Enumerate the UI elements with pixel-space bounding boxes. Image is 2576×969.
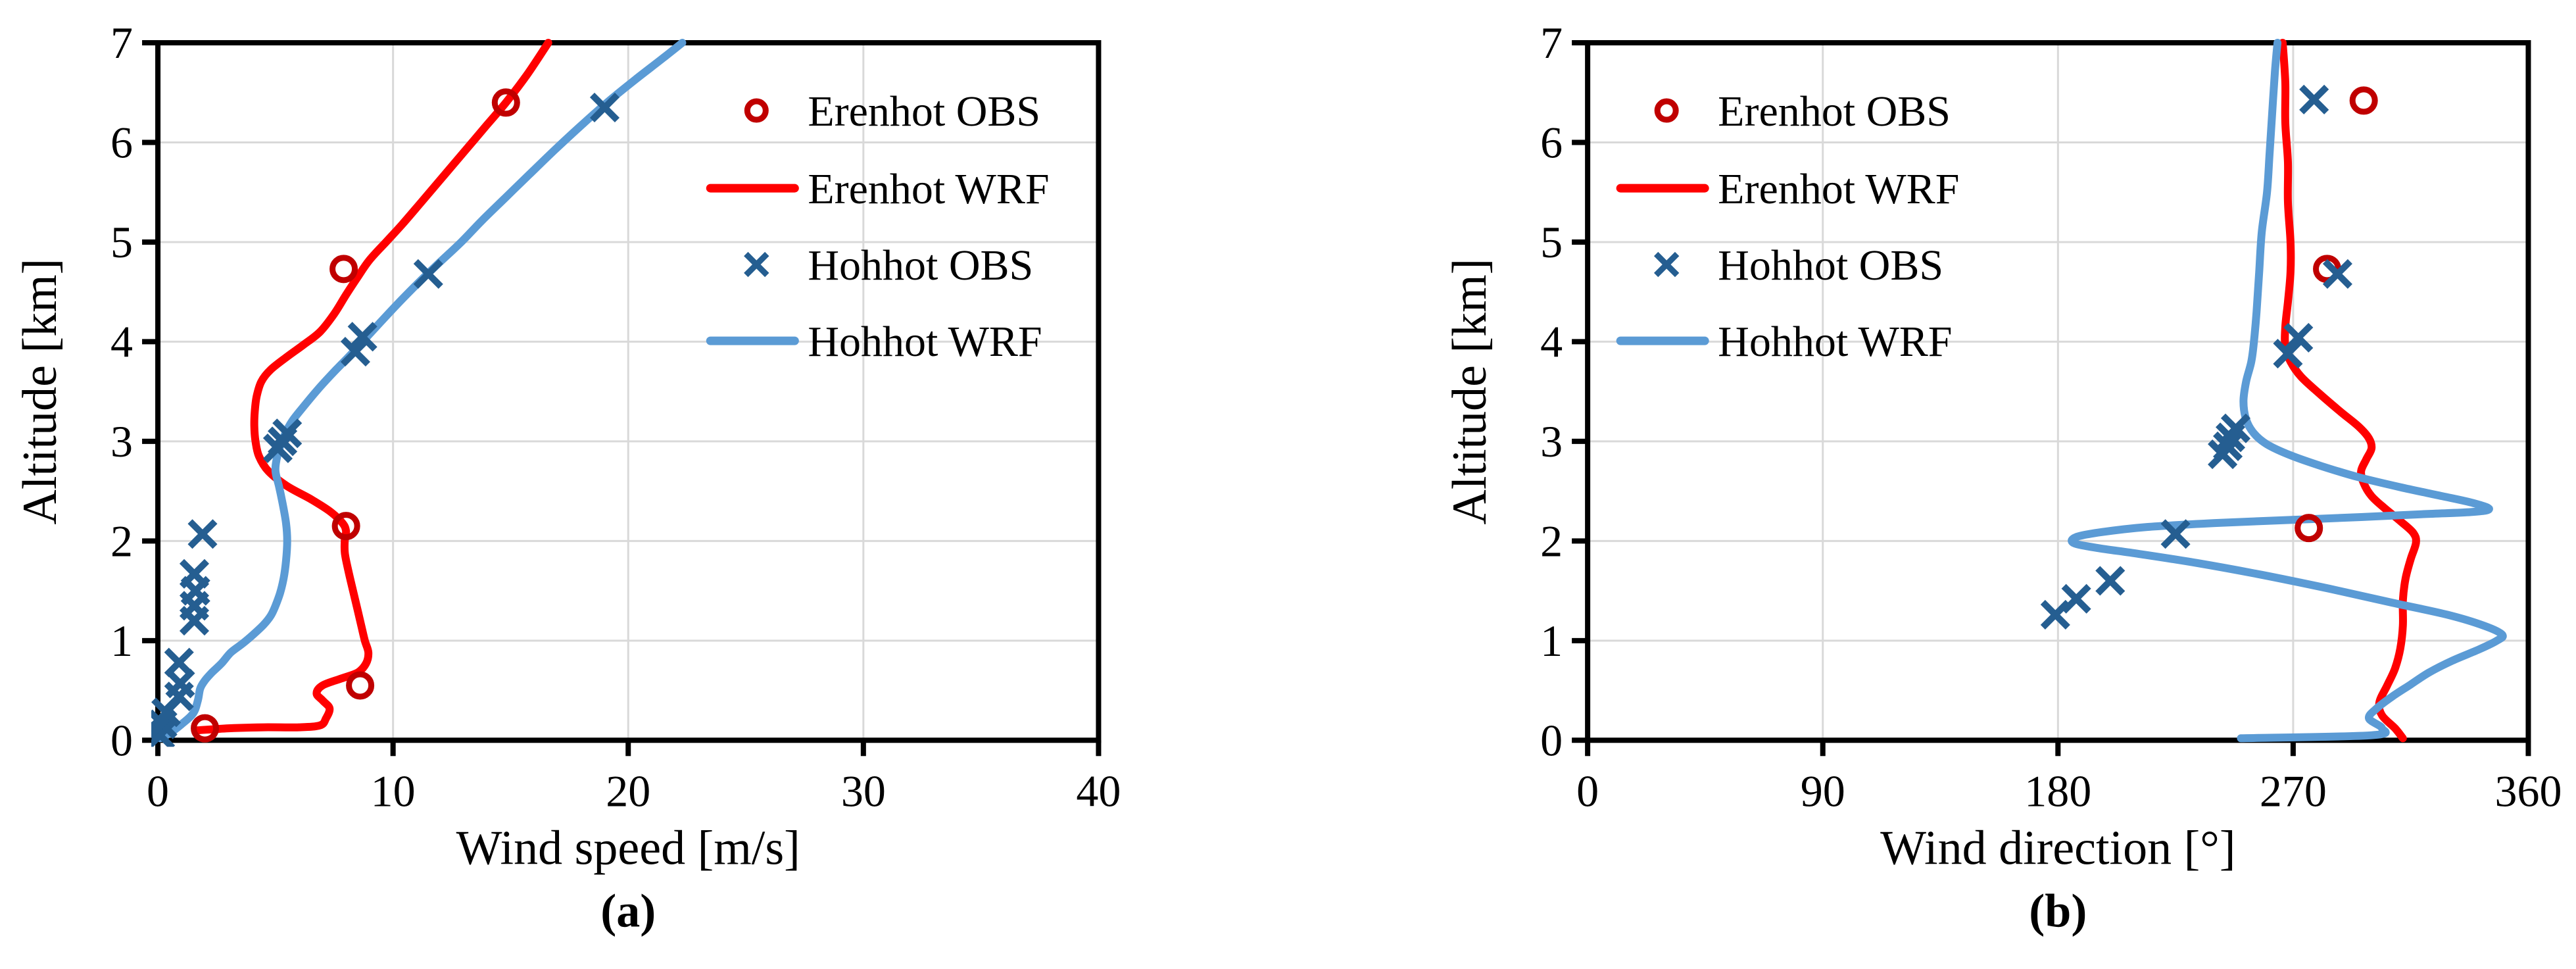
series-hohhot-obs-markers (151, 92, 620, 747)
hohhot-obs-legend-x-icon (1653, 251, 1679, 278)
x-tick-label: 0 (1576, 766, 1599, 816)
hohhot-obs-legend-x-icon (744, 251, 769, 278)
series-erenhot-wrf-line (2278, 39, 2420, 743)
y-axis-label: Altitude [km] (1443, 259, 1497, 525)
erenhot-obs-legend-circle-icon (1654, 98, 1679, 123)
hohhot-obs-marker (2283, 322, 2313, 353)
legend-item-hohhot-obs: Hohhot OBS (744, 241, 1033, 289)
series-layer (2040, 39, 2507, 743)
hohhot-obs-marker (2095, 566, 2125, 596)
y-tick-label: 3 (1540, 416, 1563, 466)
legend-item-hohhot-obs: Hohhot OBS (1653, 241, 1943, 289)
hohhot-obs-marker (2212, 431, 2243, 461)
x-axis-label: Wind direction [°] (1880, 821, 2235, 875)
legend-label: Hohhot WRF (808, 318, 1042, 366)
x-tick-label: 10 (371, 766, 416, 816)
series-hohhot-obs-markers (2040, 84, 2352, 630)
y-tick-label: 2 (110, 516, 133, 566)
hohhot-obs-marker (2298, 84, 2329, 114)
x-axis-label: Wind speed [m/s] (456, 821, 800, 875)
y-tick-label: 2 (1540, 516, 1563, 566)
hohhot-obs-marker (272, 418, 303, 449)
axes (1571, 40, 2531, 757)
series-layer (151, 39, 687, 747)
hohhot-obs-marker (187, 519, 218, 549)
gridlines (158, 43, 1099, 741)
legend-item-erenhot-wrf: Erenhot WRF (706, 165, 1050, 213)
erenhot-obs-legend-circle-icon (744, 98, 769, 123)
panel-wind-speed: 0 10 20 30 40 0 1 2 3 4 5 6 7 Wind speed [m/s] Altitud… (13, 18, 1121, 937)
erenhot-obs-marker (329, 255, 358, 284)
x-tick-label: 180 (2024, 766, 2091, 816)
legend: Erenhot OBS Erenhot WRF Hohhot OBS Hohhot W… (706, 87, 1050, 366)
erenhot-obs-marker (331, 512, 360, 541)
y-tick-label: 6 (110, 117, 133, 167)
legend-label: Hohhot OBS (1718, 241, 1943, 289)
panel-caption: (a) (600, 884, 656, 937)
hohhot-obs-marker (2272, 339, 2302, 369)
y-tick-label: 0 (110, 715, 133, 765)
hohhot-obs-marker (347, 322, 377, 352)
y-tick-label: 4 (110, 316, 133, 366)
y-tick-label: 7 (110, 18, 133, 68)
hohhot-obs-marker (340, 337, 370, 367)
x-tick-label: 40 (1076, 766, 1121, 816)
y-tick-label: 6 (1540, 117, 1563, 167)
x-tick-label: 0 (147, 766, 169, 816)
y-tick-label: 5 (1540, 217, 1563, 267)
y-tick-label: 1 (1540, 616, 1563, 666)
panel-wind-direction: 0 90 180 270 360 0 1 2 3 4 5 6 7 Wind direction [°] Al… (1288, 0, 2576, 969)
hohhot-obs-marker (2160, 519, 2191, 549)
legend: Erenhot OBS Erenhot WRF Hohhot OBS Hohhot W… (1616, 87, 1959, 366)
series-erenhot-wrf-line (193, 39, 552, 735)
tick-labels: 0 10 20 30 40 0 1 2 3 4 5 6 7 (110, 18, 1121, 816)
hohhot-obs-marker (413, 259, 443, 289)
legend-label: Hohhot OBS (808, 241, 1033, 289)
y-tick-label: 5 (110, 217, 133, 267)
series-erenhot-obs-markers (191, 88, 520, 743)
wind-direction-chart: 0 90 180 270 360 0 1 2 3 4 5 6 7 Wind direction [°] Al… (1443, 18, 2562, 937)
gridlines (1587, 43, 2528, 741)
x-tick-label: 30 (841, 766, 886, 816)
legend-label: Erenhot WRF (1718, 165, 1959, 213)
x-tick-label: 360 (2494, 766, 2562, 816)
legend-item-erenhot-obs: Erenhot OBS (744, 87, 1040, 136)
hohhot-obs-marker (2040, 599, 2070, 630)
legend-item-hohhot-wrf: Hohhot WRF (1616, 318, 1952, 366)
hohhot-obs-marker (179, 559, 210, 589)
erenhot-obs-marker (191, 714, 220, 743)
series-hohhot-wrf-line (2067, 39, 2507, 743)
x-tick-label: 20 (606, 766, 650, 816)
y-tick-label: 7 (1540, 18, 1563, 68)
legend-item-erenhot-obs: Erenhot OBS (1654, 87, 1951, 136)
y-tick-label: 3 (110, 416, 133, 466)
legend-item-erenhot-wrf: Erenhot WRF (1616, 165, 1959, 213)
legend-label: Hohhot WRF (1718, 318, 1952, 366)
x-tick-label: 90 (1800, 766, 1845, 816)
axes (142, 40, 1102, 757)
series-hohhot-wrf-line (156, 39, 687, 743)
wind-speed-chart: 0 10 20 30 40 0 1 2 3 4 5 6 7 Wind speed [m/s] Altitud… (13, 18, 1121, 937)
erenhot-obs-marker (346, 671, 375, 700)
y-tick-label: 1 (110, 616, 133, 666)
y-axis-label: Altitude [km] (13, 259, 67, 525)
legend-label: Erenhot OBS (1718, 87, 1951, 136)
hohhot-obs-marker (2220, 413, 2250, 443)
legend-label: Erenhot WRF (808, 165, 1049, 213)
y-tick-label: 0 (1540, 715, 1563, 765)
tick-labels: 0 90 180 270 360 0 1 2 3 4 5 6 7 (1540, 18, 2562, 816)
erenhot-obs-marker (2294, 514, 2323, 543)
legend-label: Erenhot OBS (808, 87, 1040, 136)
hohhot-obs-marker (2061, 584, 2091, 614)
erenhot-obs-marker (491, 88, 520, 117)
panel-caption: (b) (2029, 884, 2087, 937)
x-tick-label: 270 (2259, 766, 2326, 816)
hohhot-obs-marker (2322, 259, 2352, 289)
hohhot-obs-marker (589, 92, 620, 123)
erenhot-obs-marker (2349, 86, 2378, 115)
hohhot-obs-marker (164, 647, 194, 678)
y-tick-label: 4 (1540, 316, 1563, 366)
legend-item-hohhot-wrf: Hohhot WRF (706, 318, 1042, 366)
